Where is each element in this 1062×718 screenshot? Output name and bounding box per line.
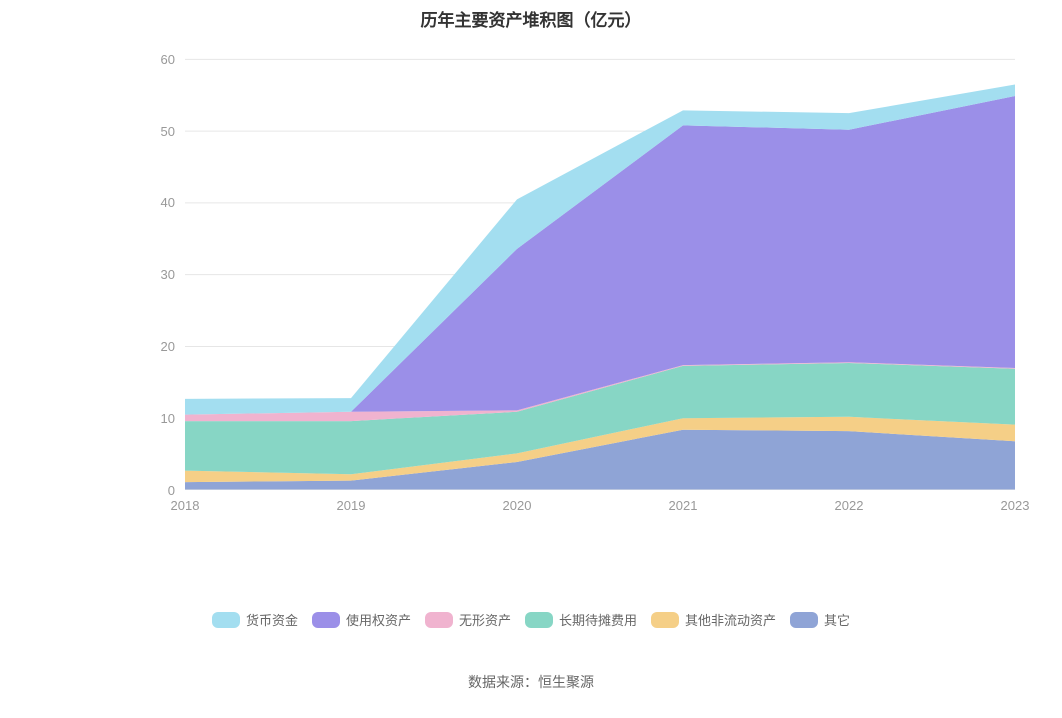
x-tick-label: 2021 xyxy=(663,498,703,513)
chart-container: { "title": "历年主要资产堆积图（亿元）", "title_fonts… xyxy=(0,0,1062,718)
legend-item[interactable]: 无形资产 xyxy=(425,610,511,629)
legend-item[interactable]: 货币资金 xyxy=(212,610,298,629)
data-source-footer: 数据来源：恒生聚源 xyxy=(0,672,1062,692)
legend-swatch xyxy=(425,612,453,628)
x-tick-label: 2023 xyxy=(995,498,1035,513)
legend-label: 使用权资产 xyxy=(346,610,411,629)
x-tick-label: 2022 xyxy=(829,498,869,513)
chart-title: 历年主要资产堆积图（亿元） xyxy=(0,6,1062,31)
legend-label: 无形资产 xyxy=(459,610,511,629)
legend-label: 其它 xyxy=(824,610,850,629)
x-tick-label: 2018 xyxy=(165,498,205,513)
y-tick-label: 40 xyxy=(161,195,175,210)
y-tick-label: 50 xyxy=(161,124,175,139)
legend: 货币资金 使用权资产 无形资产 长期待摊费用 其他非流动资产 其它 xyxy=(0,610,1062,629)
x-tick-label: 2020 xyxy=(497,498,537,513)
legend-label: 其他非流动资产 xyxy=(685,610,776,629)
plot-area: 0102030405060 201820192020202120222023 xyxy=(185,45,1015,490)
x-tick-label: 2019 xyxy=(331,498,371,513)
legend-swatch xyxy=(312,612,340,628)
legend-swatch xyxy=(212,612,240,628)
y-tick-label: 30 xyxy=(161,267,175,282)
legend-item[interactable]: 使用权资产 xyxy=(312,610,411,629)
legend-swatch xyxy=(651,612,679,628)
legend-item[interactable]: 其他非流动资产 xyxy=(651,610,776,629)
y-tick-label: 60 xyxy=(161,52,175,67)
legend-item[interactable]: 其它 xyxy=(790,610,850,629)
legend-swatch xyxy=(790,612,818,628)
legend-label: 长期待摊费用 xyxy=(559,610,637,629)
chart-svg xyxy=(185,45,1015,490)
y-tick-label: 20 xyxy=(161,339,175,354)
legend-swatch xyxy=(525,612,553,628)
y-tick-label: 0 xyxy=(168,483,175,498)
y-tick-label: 10 xyxy=(161,411,175,426)
legend-item[interactable]: 长期待摊费用 xyxy=(525,610,637,629)
legend-label: 货币资金 xyxy=(246,610,298,629)
